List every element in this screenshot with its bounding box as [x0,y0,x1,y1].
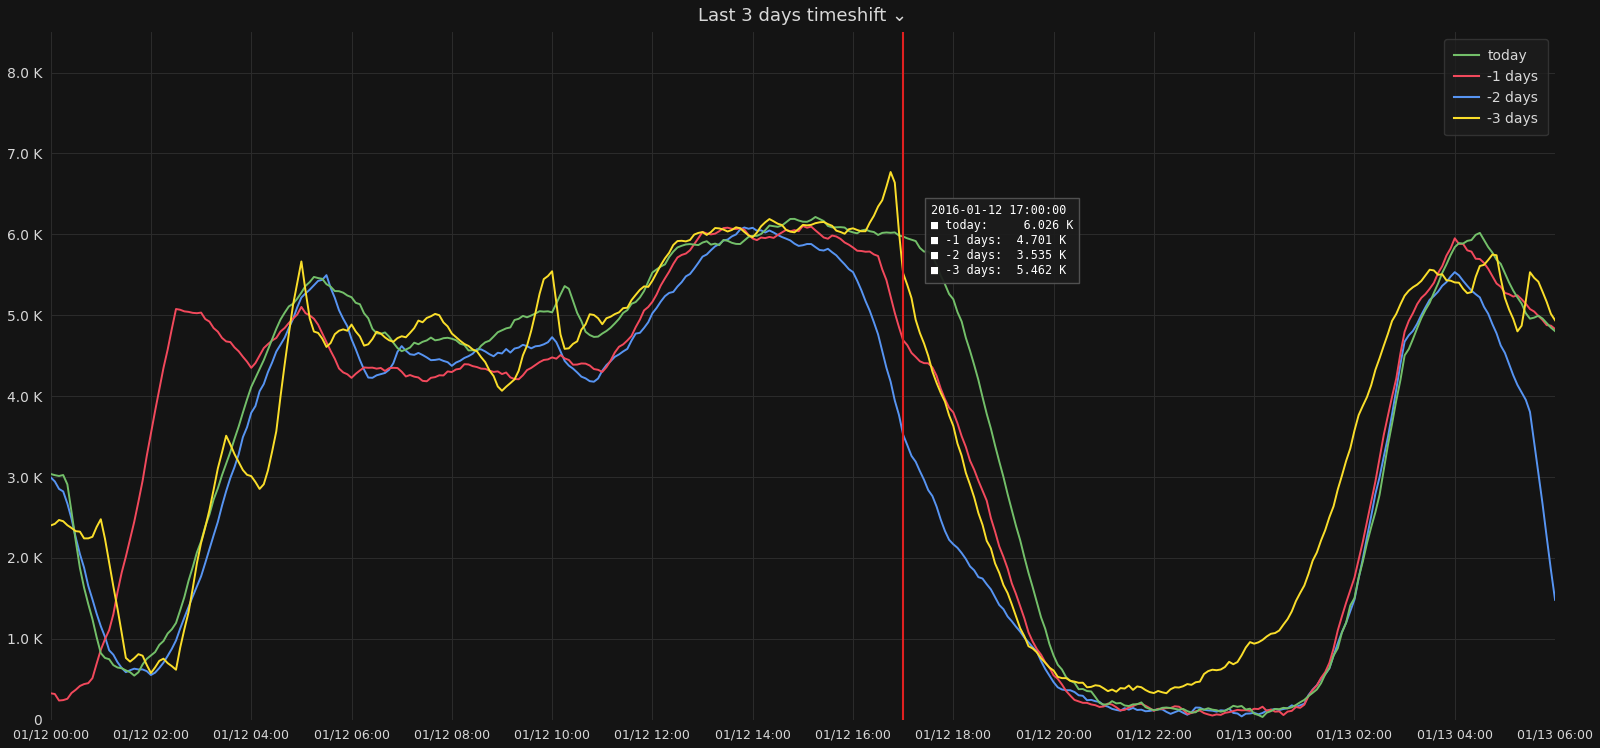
-2 days [902,452,922,461]
today [322,282,341,291]
today [1370,491,1389,500]
-2 days [734,223,754,232]
Legend: today, -1 days, -2 days, -3 days: today, -1 days, -2 days, -3 days [1445,39,1549,135]
-2 days [322,283,341,292]
-3 days [1546,316,1565,325]
-1 days [986,527,1005,536]
-1 days [952,432,971,441]
-1 days [902,349,922,358]
today [902,235,922,244]
-2 days [986,592,1005,601]
-3 days [902,294,922,303]
-2 days [1232,712,1251,721]
-1 days [1546,325,1565,334]
-3 days [322,339,341,348]
-1 days [794,221,813,230]
-1 days [83,674,102,683]
-3 days [952,451,971,460]
-3 days [1157,689,1176,698]
-2 days [42,473,61,482]
-3 days [42,521,61,530]
Line: -1 days: -1 days [51,226,1555,716]
Text: 2016-01-12 17:00:00
■ today:     6.026 K
■ -1 days:  4.701 K
■ -2 days:  3.535 K: 2016-01-12 17:00:00 ■ today: 6.026 K ■ -… [931,204,1074,277]
today [83,615,102,624]
-2 days [1546,595,1565,604]
-3 days [1370,354,1389,363]
today [1546,327,1565,336]
-2 days [1370,473,1389,482]
-3 days [882,168,901,177]
Line: -3 days: -3 days [51,172,1555,693]
today [986,441,1005,450]
-1 days [1370,454,1389,463]
-1 days [1203,711,1222,720]
Title: Last 3 days timeshift ⌄: Last 3 days timeshift ⌄ [698,7,907,25]
today [42,470,61,479]
-1 days [42,689,61,698]
-2 days [83,595,102,604]
-3 days [986,559,1005,568]
-1 days [322,346,341,355]
today [1253,713,1272,722]
Line: today: today [51,217,1555,717]
-2 days [952,548,971,557]
Line: -2 days: -2 days [51,227,1555,717]
-3 days [83,533,102,542]
today [806,212,826,221]
today [952,317,971,326]
